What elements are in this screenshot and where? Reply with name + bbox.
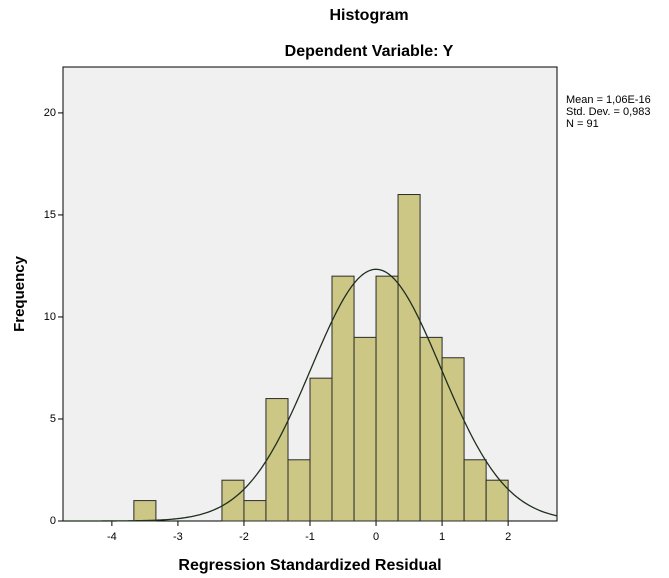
y-tick-label: 10 [44, 311, 56, 323]
bar [420, 337, 442, 521]
bar [266, 399, 288, 521]
x-axis-label: Regression Standardized Residual [178, 557, 441, 574]
page: {"chart_data": {"type": "histogram", "ti… [0, 0, 669, 578]
chart: Histogram Dependent Variable: Y Regressi… [0, 0, 669, 578]
bar [222, 480, 244, 521]
y-tick-label: 5 [50, 413, 56, 425]
stat-std-dev: Std. Dev. = 0,983 [566, 106, 651, 118]
bar [464, 460, 486, 521]
bar [288, 460, 310, 521]
y-tick-label: 20 [44, 107, 56, 119]
x-tick-label: 2 [505, 531, 511, 543]
bar [376, 276, 398, 521]
bar [442, 358, 464, 521]
x-tick-label: 1 [439, 531, 445, 543]
y-tick-label: 15 [44, 209, 56, 221]
bar [244, 501, 266, 521]
y-tick-label: 0 [50, 515, 56, 527]
x-tick-label: -2 [239, 531, 249, 543]
stat-mean: Mean = 1,06E-16 [566, 94, 651, 106]
bar [398, 195, 420, 521]
bar [134, 501, 156, 521]
x-tick-label: -3 [173, 531, 183, 543]
chart-title: Histogram [329, 7, 408, 24]
x-tick-label: -4 [107, 531, 117, 543]
bar [310, 378, 332, 521]
stat-n: N = 91 [566, 118, 599, 130]
chart-subtitle: Dependent Variable: Y [285, 43, 454, 60]
x-tick-label: 0 [373, 531, 379, 543]
y-axis-label: Frequency [11, 255, 28, 332]
x-tick-label: -1 [305, 531, 315, 543]
bar [354, 337, 376, 521]
